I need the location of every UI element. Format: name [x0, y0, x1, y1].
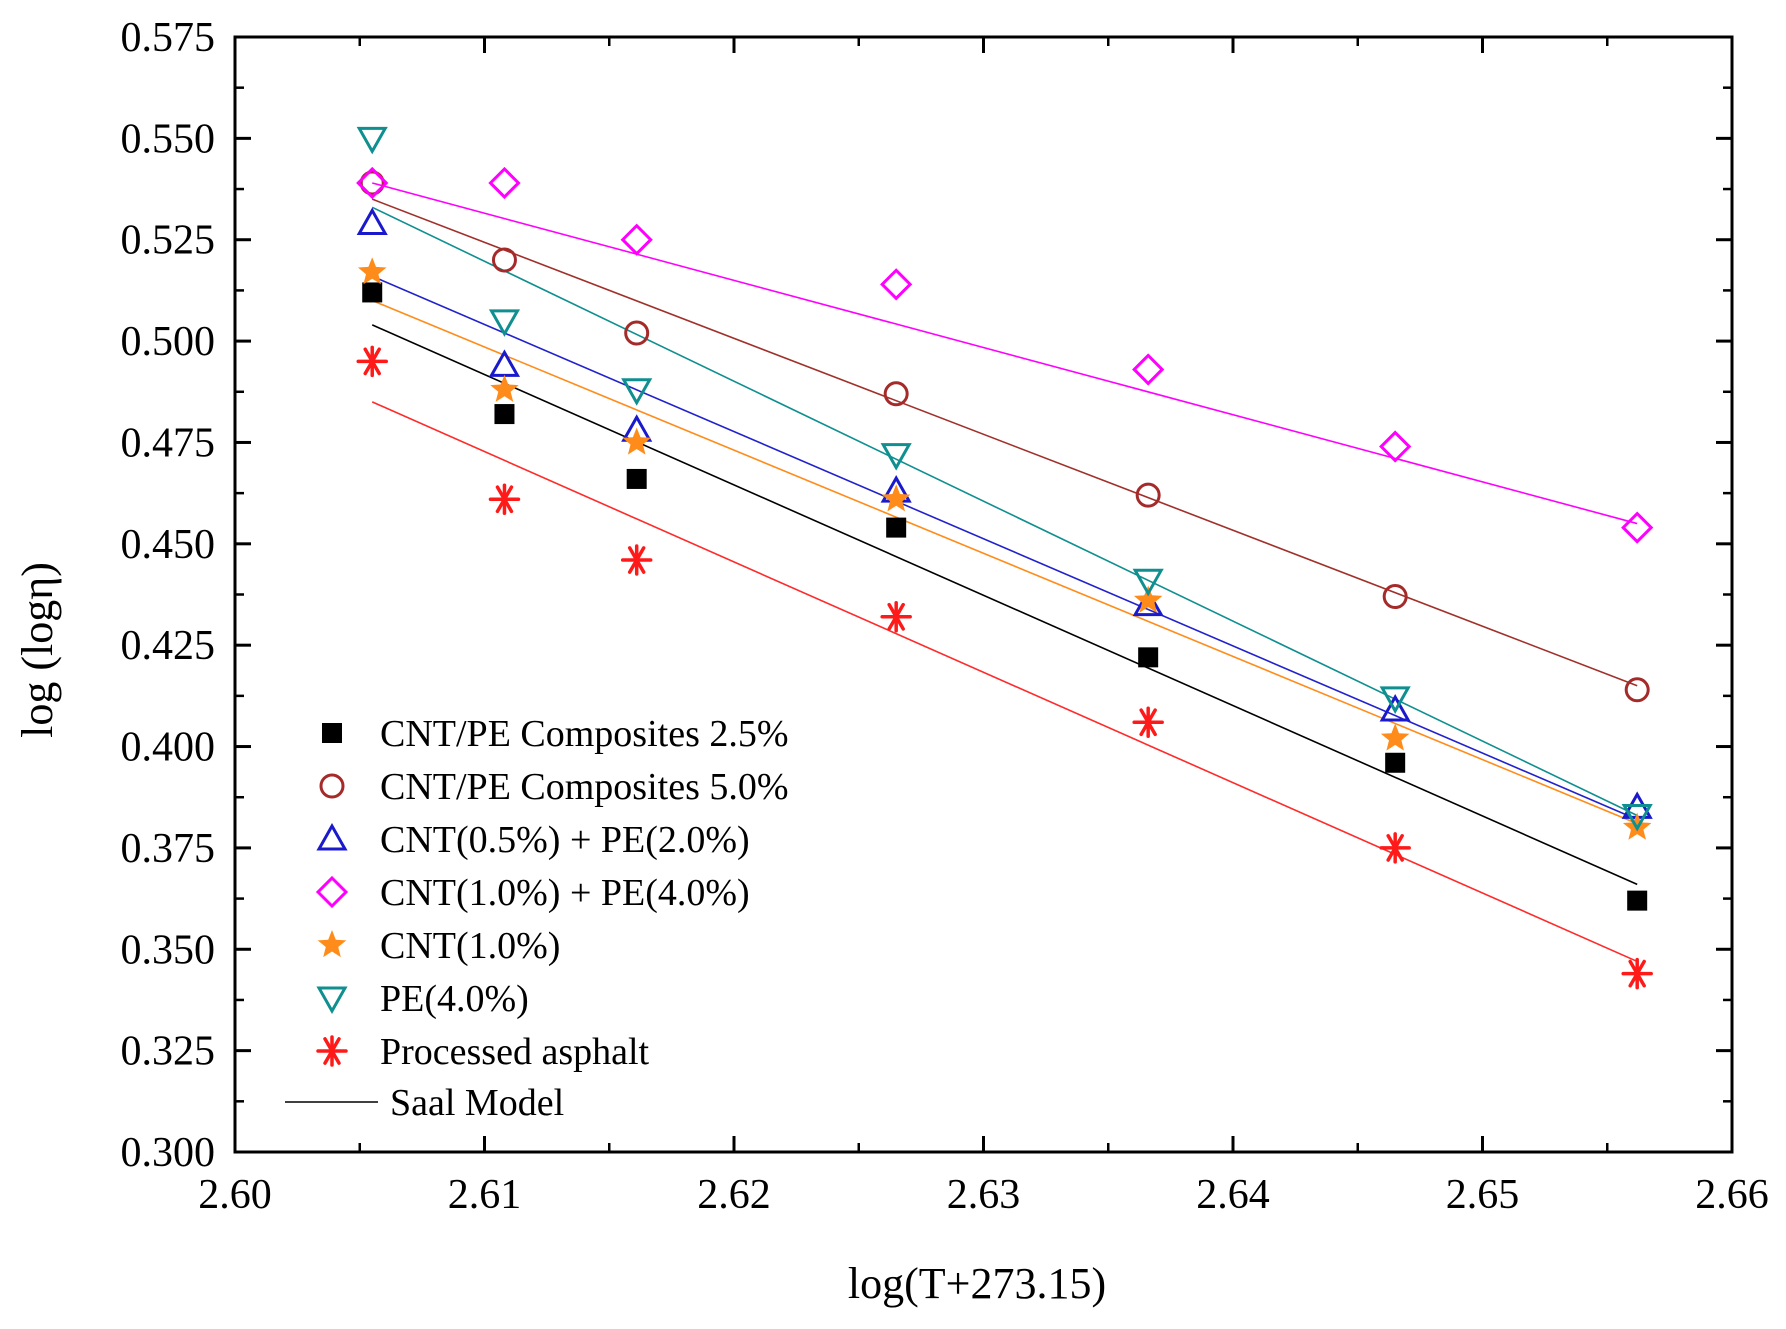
data-point-series-6: [620, 544, 653, 576]
data-point-series-1: [1135, 482, 1161, 508]
data-point-series-3: [1132, 353, 1165, 386]
data-point-series-1: [491, 247, 517, 273]
y-tick-label: 0.525: [121, 218, 216, 264]
x-tick-label: 2.64: [1196, 1172, 1270, 1218]
data-point-series-3: [1621, 511, 1654, 544]
data-point-series-4: [490, 374, 519, 402]
data-point-series-2: [1132, 588, 1164, 617]
legend-marker-series-5: [316, 986, 348, 1015]
data-point-series-5: [880, 443, 912, 471]
y-axis-title: log (logη): [13, 562, 62, 738]
x-tick-label: 2.62: [697, 1172, 771, 1218]
data-point-series-6: [1132, 706, 1164, 738]
saal-fit-line-series-1: [371, 198, 1638, 687]
legend-label: CNT(0.5%) + PE(2.0%): [380, 819, 750, 861]
saal-fit-line-series-0: [371, 324, 1638, 886]
y-tick-label: 0.325: [121, 1029, 216, 1075]
saal-fit-line-series-4: [371, 299, 1638, 825]
legend-label: CNT/PE Composites 2.5%: [380, 713, 789, 755]
y-tick-label: 0.425: [121, 623, 216, 669]
legend-label: Processed asphalt: [380, 1031, 650, 1073]
data-point-series-4: [881, 484, 911, 512]
data-point-series-5: [356, 126, 388, 155]
legend-marker-series-4: [317, 930, 347, 958]
data-point-series-0: [1138, 647, 1159, 668]
x-tick-label: 2.60: [198, 1172, 272, 1218]
legend-marker-series-0: [322, 723, 342, 743]
data-point-series-5: [488, 309, 521, 337]
data-point-series-4: [1380, 723, 1410, 751]
legend: CNT/PE Composites 2.5% CNT/PE Composites …: [285, 713, 789, 1124]
legend-marker-series-6: [316, 1035, 348, 1067]
data-point-series-0: [886, 517, 907, 538]
x-tick-label: 2.63: [947, 1172, 1021, 1218]
plot-frame: [233, 35, 1734, 1154]
data-point-series-3: [356, 166, 389, 200]
y-tick-label: 0.450: [121, 522, 216, 568]
data-point-series-3: [1379, 430, 1412, 463]
data-point-series-1: [883, 381, 909, 407]
data-point-series-5: [1132, 568, 1164, 597]
y-tick-label: 0.375: [121, 826, 216, 872]
data-point-series-4: [358, 257, 387, 285]
data-point-series-4: [1133, 585, 1163, 613]
y-tick-label: 0.400: [121, 725, 216, 771]
y-tick-label: 0.575: [121, 15, 216, 61]
data-point-series-6: [488, 483, 521, 515]
x-tick-label: 2.61: [448, 1172, 522, 1218]
data-point-series-3: [488, 166, 521, 200]
data-point-series-6: [880, 601, 912, 633]
legend-label: CNT(1.0%) + PE(4.0%): [380, 872, 750, 914]
legend-marker-series-2: [316, 822, 348, 851]
data-point-series-6: [1379, 832, 1411, 864]
legend-marker-series-3: [315, 875, 349, 909]
x-tick-label: 2.66: [1695, 1172, 1769, 1218]
legend-label: PE(4.0%): [380, 978, 529, 1020]
data-point-series-5: [621, 378, 653, 406]
data-point-series-6: [1621, 957, 1653, 990]
data-point-series-2: [356, 207, 388, 236]
legend-saal-label: Saal Model: [390, 1082, 564, 1124]
legend-marker-series-1: [319, 773, 345, 799]
data-point-series-1: [1624, 677, 1650, 703]
saal-fit-line-series-3: [372, 182, 1638, 525]
data-point-series-3: [880, 268, 913, 301]
data-point-series-0: [362, 282, 383, 303]
data-point-series-0: [1627, 890, 1648, 911]
data-point-series-5: [1379, 686, 1411, 714]
data-point-series-0: [1385, 752, 1406, 773]
data-point-series-1: [359, 170, 385, 196]
saal-fit-line-series-5: [371, 206, 1638, 817]
data-point-series-1: [1382, 584, 1408, 610]
legend-label: CNT(1.0%): [380, 925, 560, 967]
data-point-series-5: [1621, 803, 1653, 832]
y-tick-label: 0.350: [121, 927, 216, 973]
data-point-series-0: [626, 468, 647, 489]
y-tick-label: 0.300: [121, 1130, 216, 1176]
y-tick-label: 0.550: [121, 116, 216, 162]
legend-label: CNT/PE Composites 5.0%: [380, 766, 789, 808]
data-point-series-2: [1379, 694, 1411, 722]
data-point-series-0: [494, 404, 515, 425]
y-tick-label: 0.475: [121, 420, 216, 466]
data-point-series-1: [624, 320, 650, 346]
y-tick-label: 0.500: [121, 319, 216, 365]
x-axis-title: log(T+273.15): [848, 1259, 1106, 1308]
data-point-series-6: [356, 345, 388, 378]
saal-fit-line-series-6: [371, 401, 1638, 963]
saal-fit-line-series-2: [371, 275, 1638, 821]
data-point-series-4: [622, 427, 651, 455]
x-tick-label: 2.65: [1446, 1172, 1520, 1218]
data-point-series-3: [620, 223, 653, 256]
